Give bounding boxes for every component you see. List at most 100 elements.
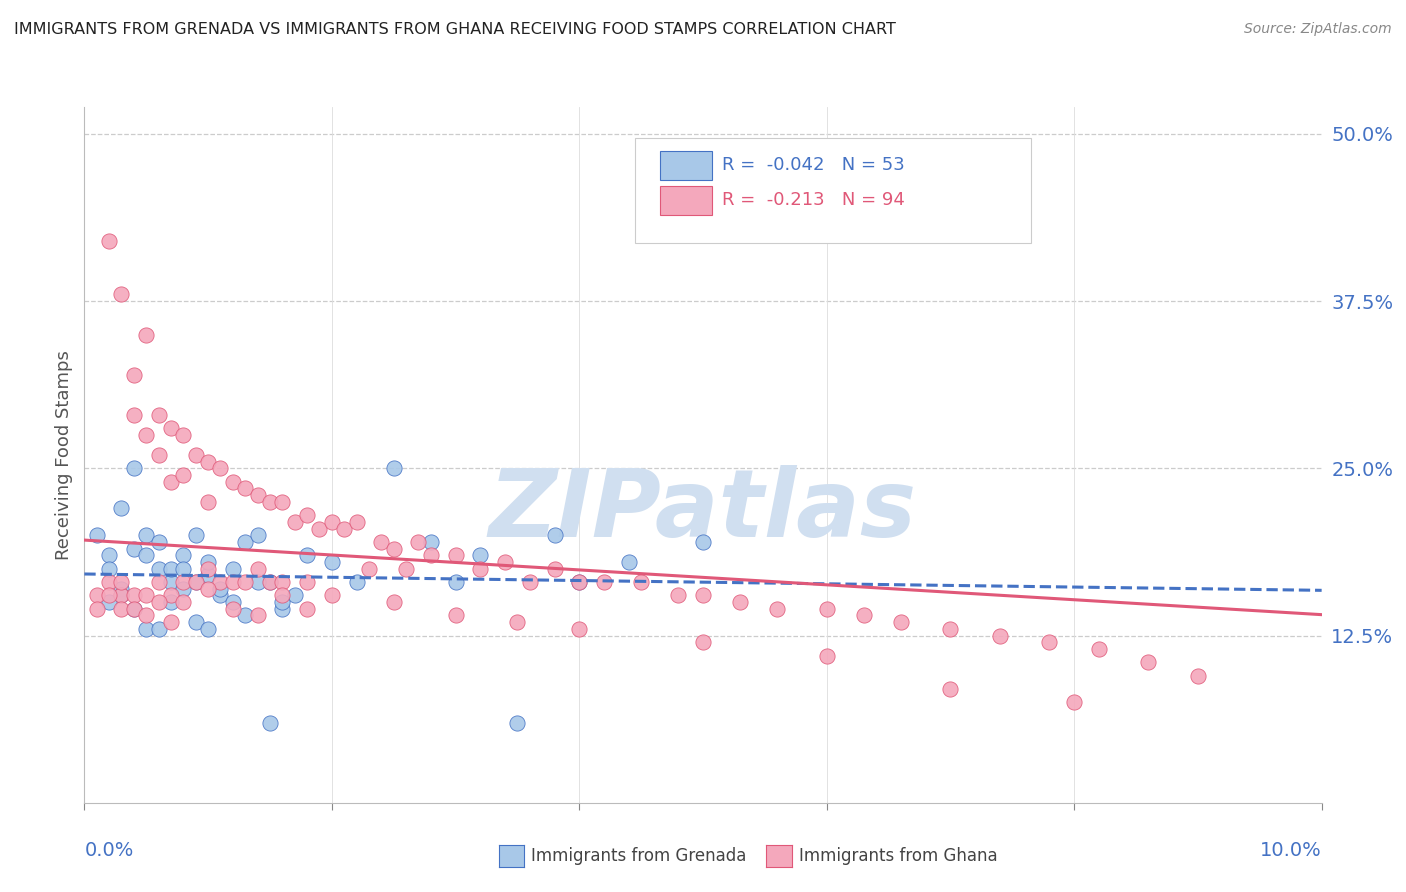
Point (222, 595, 245, 609)
Text: Immigrants from Grenada: Immigrants from Grenada (531, 847, 747, 865)
Point (233, 608, 256, 623)
Point (271, 589, 294, 603)
Point (506, 615, 529, 630)
Point (259, 715, 281, 730)
Point (630, 575, 652, 590)
Point (692, 535, 714, 549)
Point (494, 555, 516, 569)
Point (197, 568, 219, 582)
Point (728, 595, 751, 609)
Point (233, 482, 256, 496)
Point (246, 575, 269, 590)
Point (98, 595, 121, 609)
Point (470, 548, 492, 563)
Point (259, 575, 281, 590)
Point (543, 528, 565, 542)
Point (519, 575, 541, 590)
Point (98, 234, 121, 248)
Point (357, 562, 380, 576)
Point (1038, 635, 1060, 649)
Point (148, 448, 170, 462)
Text: R =  -0.042   N = 53: R = -0.042 N = 53 (721, 156, 904, 174)
Point (271, 575, 294, 590)
Point (222, 575, 245, 590)
Point (110, 582, 132, 596)
Point (160, 575, 183, 590)
Point (766, 602, 789, 616)
Point (184, 448, 207, 462)
Point (988, 628, 1011, 642)
Y-axis label: Receiving Food Stamps: Receiving Food Stamps (55, 350, 73, 560)
Point (1088, 642, 1111, 657)
Point (284, 589, 307, 603)
Point (209, 461, 232, 475)
Point (444, 575, 467, 590)
Point (568, 575, 591, 590)
Point (382, 541, 405, 556)
Point (160, 589, 183, 603)
Point (160, 421, 183, 435)
Point (246, 562, 269, 576)
Point (233, 575, 256, 590)
Point (122, 589, 145, 603)
Point (271, 602, 294, 616)
Point (172, 468, 194, 483)
Point (197, 562, 219, 576)
Point (122, 368, 145, 382)
Point (160, 475, 183, 489)
Point (110, 602, 132, 616)
Point (470, 562, 492, 576)
Point (122, 602, 145, 616)
Point (543, 562, 565, 576)
Point (346, 575, 368, 590)
Point (135, 548, 157, 563)
Point (197, 555, 219, 569)
Point (148, 535, 170, 549)
Point (271, 595, 294, 609)
Point (172, 562, 194, 576)
Point (148, 575, 170, 590)
Point (110, 589, 132, 603)
Point (246, 488, 269, 502)
Point (135, 622, 157, 636)
Point (295, 575, 318, 590)
Point (135, 428, 157, 442)
Point (939, 622, 962, 636)
Point (184, 615, 207, 630)
Point (98, 548, 121, 563)
Text: Immigrants from Ghana: Immigrants from Ghana (799, 847, 997, 865)
Point (86, 528, 108, 542)
Point (222, 562, 245, 576)
Point (939, 681, 962, 696)
Point (593, 575, 616, 590)
FancyBboxPatch shape (659, 186, 711, 215)
Point (444, 608, 467, 623)
Point (222, 602, 245, 616)
Point (1187, 669, 1209, 683)
Point (172, 582, 194, 596)
Point (197, 622, 219, 636)
Point (259, 575, 281, 590)
Point (148, 562, 170, 576)
Point (197, 582, 219, 596)
Point (160, 595, 183, 609)
Point (692, 635, 714, 649)
Text: R =  -0.213   N = 94: R = -0.213 N = 94 (721, 191, 904, 209)
Point (370, 535, 392, 549)
Point (506, 715, 529, 730)
Point (122, 408, 145, 422)
Text: Source: ZipAtlas.com: Source: ZipAtlas.com (1244, 22, 1392, 37)
Point (86, 589, 108, 603)
Point (395, 562, 418, 576)
Point (1137, 655, 1160, 669)
Point (1063, 696, 1085, 710)
Text: 0.0%: 0.0% (84, 841, 134, 860)
Point (246, 608, 269, 623)
Point (246, 528, 269, 542)
Point (692, 589, 714, 603)
Point (184, 575, 207, 590)
Point (852, 608, 875, 623)
Point (148, 408, 170, 422)
FancyBboxPatch shape (636, 138, 1031, 243)
Point (617, 555, 640, 569)
